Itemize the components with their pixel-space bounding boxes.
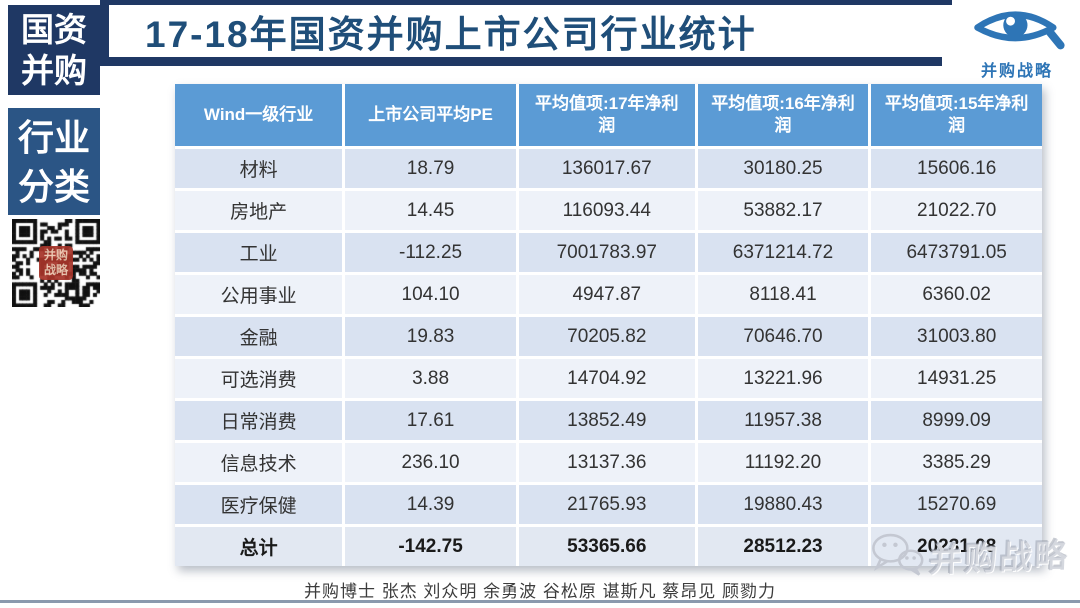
value-cell: 13221.96	[697, 359, 869, 398]
value-cell: 13852.49	[518, 401, 695, 440]
value-cell: 13137.36	[518, 443, 695, 482]
header-cell: 平均值项:15年净利润	[871, 84, 1042, 146]
industry-cell: 总计	[175, 527, 343, 566]
value-cell: 31003.80	[871, 317, 1042, 356]
title-top-rule	[100, 0, 952, 5]
brand-logo-text: 并购战略	[980, 63, 1053, 80]
qr-seal-text: 并购	[43, 248, 68, 262]
industry-cell: 金融	[175, 317, 343, 356]
wechat-icon	[872, 533, 924, 576]
value-cell: 3385.29	[871, 443, 1042, 482]
value-cell: 28512.23	[697, 527, 869, 566]
qr-seal: 并购 战略	[39, 246, 73, 280]
header-cell: Wind一级行业	[175, 84, 343, 146]
eye-magnifier-icon	[974, 11, 1065, 50]
industry-cell: 公用事业	[175, 275, 343, 314]
value-cell: 70646.70	[697, 317, 869, 356]
brand-logo: 并购战略	[960, 5, 1074, 81]
value-cell: 70205.82	[518, 317, 695, 356]
value-cell: 6473791.05	[871, 233, 1042, 272]
industry-cell: 可选消费	[175, 359, 343, 398]
industry-cell: 日常消费	[175, 401, 343, 440]
value-cell: 3.88	[345, 359, 516, 398]
industry-cell: 信息技术	[175, 443, 343, 482]
value-cell: 116093.44	[518, 191, 695, 230]
bottom-rule	[0, 600, 1080, 603]
value-cell: 11192.20	[697, 443, 869, 482]
qr-seal-text: 战略	[43, 263, 68, 277]
industry-cell: 材料	[175, 149, 343, 188]
title-left-rule	[100, 0, 109, 57]
badge-line: 国资	[21, 11, 87, 48]
watermark-text: 并购战略	[928, 536, 1070, 579]
value-cell: 8118.41	[697, 275, 869, 314]
authors-line: 并购博士 张杰 刘众明 余勇波 谷松原 谌斯凡 蔡昂见 顾勠力	[303, 582, 777, 601]
value-cell: 6371214.72	[697, 233, 869, 272]
value-cell: 53365.66	[518, 527, 695, 566]
value-cell: 17.61	[345, 401, 516, 440]
value-cell: 14.45	[345, 191, 516, 230]
header-cell: 平均值项:17年净利润	[518, 84, 695, 146]
value-cell: 15606.16	[871, 149, 1042, 188]
header-cell: 上市公司平均PE	[345, 84, 516, 146]
value-cell: 14.39	[345, 485, 516, 524]
value-cell: 236.10	[345, 443, 516, 482]
page-title: 17-18年国资并购上市公司行业统计	[145, 14, 757, 55]
sidebar-badge-hangye-fenlei: 行业 分类	[8, 108, 100, 215]
industry-cell: 医疗保健	[175, 485, 343, 524]
industry-cell: 工业	[175, 233, 343, 272]
value-cell: 8999.09	[871, 401, 1042, 440]
value-cell: 4947.87	[518, 275, 695, 314]
value-cell: -112.25	[345, 233, 516, 272]
value-cell: 14931.25	[871, 359, 1042, 398]
value-cell: 19.83	[345, 317, 516, 356]
value-cell: -142.75	[345, 527, 516, 566]
value-cell: 15270.69	[871, 485, 1042, 524]
title-underline	[100, 57, 942, 66]
value-cell: 104.10	[345, 275, 516, 314]
value-cell: 136017.67	[518, 149, 695, 188]
industry-table: Wind一级行业 上市公司平均PE 平均值项:17年净利润 平均值项:16年净利润 平均…	[175, 84, 1042, 566]
value-cell: 18.79	[345, 149, 516, 188]
value-cell: 6360.02	[871, 275, 1042, 314]
value-cell: 21022.70	[871, 191, 1042, 230]
value-cell: 14704.92	[518, 359, 695, 398]
badge-line: 分类	[17, 165, 90, 207]
industry-cell: 房地产	[175, 191, 343, 230]
badge-line: 行业	[17, 116, 90, 158]
value-cell: 7001783.97	[518, 233, 695, 272]
value-cell: 19880.43	[697, 485, 869, 524]
value-cell: 21765.93	[518, 485, 695, 524]
value-cell: 11957.38	[697, 401, 869, 440]
header-cell: 平均值项:16年净利润	[697, 84, 869, 146]
value-cell: 53882.17	[697, 191, 869, 230]
value-cell: 30180.25	[697, 149, 869, 188]
badge-line: 并购	[21, 52, 87, 89]
sidebar-badge-guozi-binggou: 国资 并购	[8, 5, 100, 95]
watermark: 并购战略	[870, 531, 1070, 579]
